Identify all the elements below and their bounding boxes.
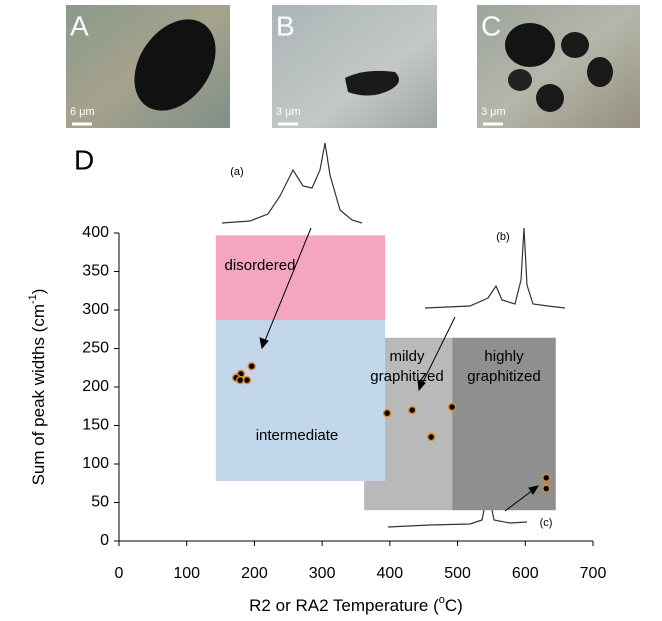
x-tick-label: 500 [444,565,471,582]
region [216,235,385,320]
region-label: intermediate [256,427,339,444]
scale-label: 3 μm [276,106,301,118]
spectrum-label: (b) [496,231,509,243]
y-tick-label: 150 [82,417,109,434]
scale-label: 6 μm [70,106,95,118]
x-tick-label: 600 [512,565,539,582]
y-tick-label: 400 [82,224,109,241]
axis-label-part: Sum of peak widths (cm [29,304,48,485]
spectrum-label: (a) [230,166,243,178]
x-tick-label: 300 [309,565,336,582]
x-tick-label: 200 [241,565,268,582]
spectrum-label: (c) [540,517,553,529]
page: {"panels": [{"label": "A", "scale": "6 μ… [0,0,662,621]
x-tick-label: 0 [115,565,124,582]
region-label: disordered [225,257,296,274]
y-tick-label: 250 [82,340,109,357]
axis-label-part: -1 [27,294,39,304]
data-point [449,404,456,411]
panel-label: A [70,10,89,41]
y-tick-label: 100 [82,455,109,472]
y-tick-label: 50 [91,494,109,511]
data-point [543,474,550,481]
x-axis-label: R2 or RA2 Temperature (oC) [249,594,463,616]
data-point [248,363,255,370]
y-axis-label: Sum of peak widths (cm-1) [27,289,49,486]
data-point [409,407,416,414]
x-tick-label: 700 [580,565,607,582]
y-tick-label: 350 [82,263,109,280]
data-point [243,377,250,384]
y-tick-label: 300 [82,301,109,318]
region [216,320,385,481]
data-point [543,485,550,492]
x-tick-label: 400 [377,565,404,582]
axis-label-part: ) [29,289,48,295]
figure: A6 μmB3 μmC3 μm Ddisorderedintermediatem… [0,0,662,621]
panel-label: D [74,144,94,175]
axis-label-part: C) [445,596,463,615]
y-tick-label: 0 [100,532,109,549]
panel-label: C [481,10,501,41]
data-point [428,434,435,441]
panel-label: B [276,10,295,41]
y-tick-label: 200 [82,378,109,395]
x-tick-label: 100 [173,565,200,582]
axis-label-part: R2 or RA2 Temperature ( [249,596,439,615]
data-point [237,377,244,384]
data-point [384,410,391,417]
scale-label: 3 μm [481,106,506,118]
